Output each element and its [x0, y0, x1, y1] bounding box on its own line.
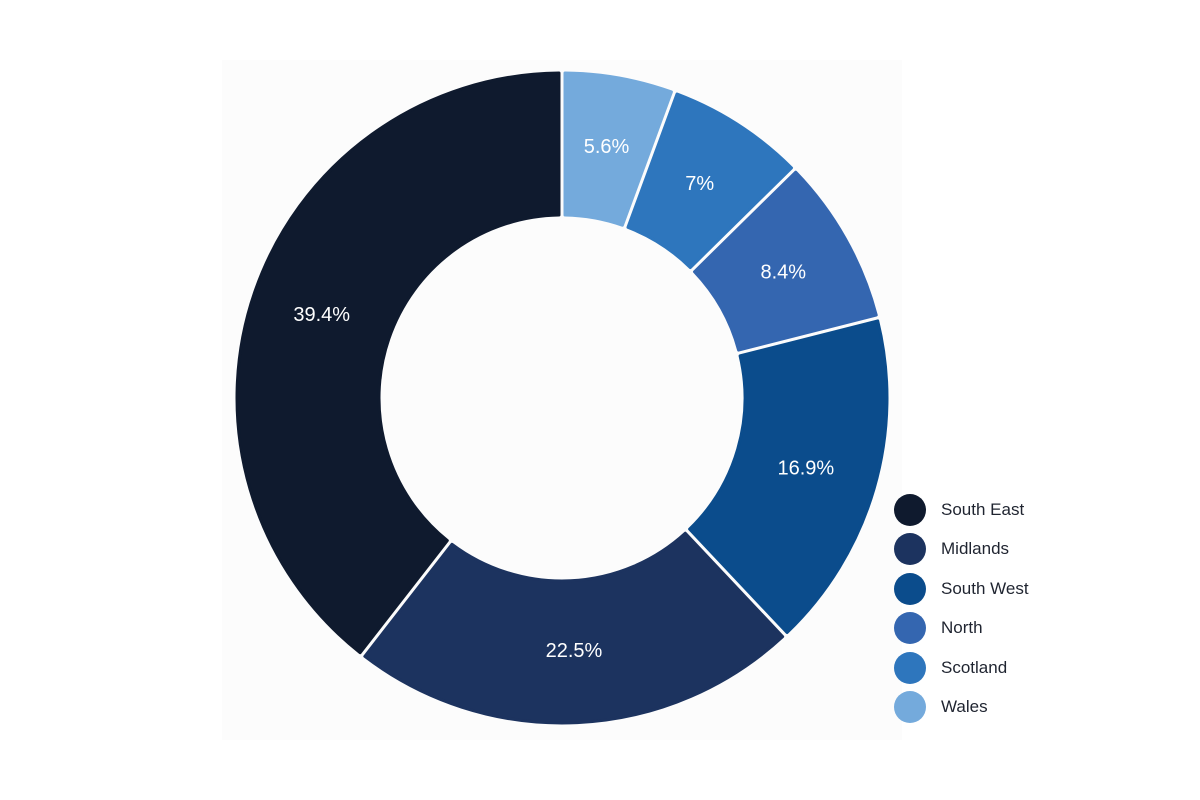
legend-item-wales[interactable]: Wales	[894, 690, 1094, 729]
legend-item-north[interactable]: North	[894, 611, 1094, 650]
legend-swatch	[894, 690, 926, 723]
legend-label: South West	[941, 578, 1029, 598]
legend-label: Midlands	[941, 539, 1010, 559]
legend-item-south-west[interactable]: South West	[894, 572, 1094, 611]
legend-swatch	[894, 612, 926, 645]
slice-south-west[interactable]	[688, 319, 889, 635]
legend-label: Wales	[941, 696, 988, 716]
slice-label-south-west: 16.9%	[778, 457, 835, 479]
slice-north[interactable]	[693, 170, 878, 352]
legend-label: South East	[941, 500, 1025, 519]
legend-swatch	[894, 651, 926, 684]
legend: South East Midlands South West North Scotlan…	[894, 493, 1094, 729]
legend-label: Scotland	[941, 657, 1008, 677]
legend-item-south-east[interactable]: South East	[894, 493, 1094, 532]
slice-label-wales: 5.6%	[584, 136, 630, 158]
slice-label-scotland: 7%	[685, 173, 714, 195]
slice-label-south-east: 39.4%	[293, 304, 350, 326]
slice-label-north: 8.4%	[760, 262, 806, 284]
legend-item-scotland[interactable]: Scotland	[894, 651, 1094, 690]
legend-swatch	[894, 533, 926, 566]
slice-scotland[interactable]	[626, 92, 793, 270]
legend-item-midlands[interactable]: Midlands	[894, 532, 1094, 571]
slice-midlands[interactable]	[363, 531, 785, 725]
legend-swatch	[894, 494, 926, 526]
slice-label-midlands: 22.5%	[546, 640, 603, 662]
slice-south-east[interactable]	[235, 71, 561, 655]
legend-swatch	[894, 572, 926, 605]
legend-label: North	[941, 618, 983, 638]
slice-wales[interactable]	[563, 71, 673, 227]
